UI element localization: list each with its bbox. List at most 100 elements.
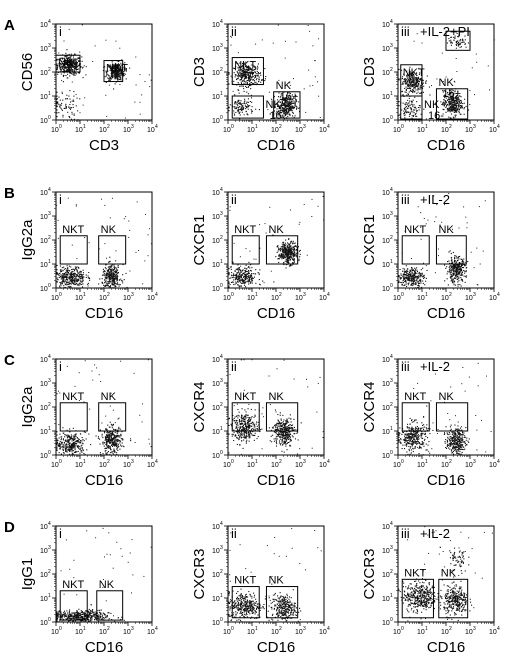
scatter-point bbox=[113, 64, 115, 66]
scatter-point bbox=[290, 103, 292, 105]
scatter-point bbox=[56, 98, 58, 100]
scatter-point bbox=[403, 78, 405, 80]
scatter-point bbox=[468, 109, 470, 111]
scatter-point bbox=[287, 249, 289, 251]
scatter-point bbox=[113, 279, 115, 281]
scatter-point bbox=[408, 79, 410, 81]
scatter-point bbox=[73, 59, 75, 61]
scatter-point bbox=[234, 76, 236, 78]
scatter-point bbox=[415, 115, 417, 117]
scatter-point bbox=[104, 287, 106, 289]
scatter-point bbox=[288, 247, 290, 249]
scatter-point bbox=[412, 83, 414, 85]
scatter-point bbox=[291, 105, 293, 107]
scatter-point bbox=[287, 245, 289, 247]
scatter-point bbox=[288, 255, 290, 257]
scatter-point bbox=[121, 70, 123, 72]
scatter-point bbox=[285, 255, 287, 257]
scatter-point bbox=[122, 75, 124, 77]
scatter-point bbox=[288, 102, 290, 104]
scatter-point bbox=[411, 78, 413, 80]
scatter-point bbox=[107, 276, 109, 278]
scatter-point bbox=[243, 114, 245, 116]
scatter-point bbox=[414, 86, 416, 88]
scatter-point bbox=[251, 278, 253, 280]
scatter-point bbox=[457, 99, 459, 101]
scatter-point bbox=[256, 77, 258, 79]
scatter-point bbox=[457, 44, 459, 46]
scatter-point bbox=[419, 105, 421, 107]
scatter-point bbox=[298, 223, 300, 225]
y-tick-label: 10 bbox=[212, 262, 220, 269]
scatter-point bbox=[63, 266, 65, 268]
scatter-point bbox=[64, 63, 66, 65]
scatter-point bbox=[421, 275, 423, 277]
scatter-point bbox=[461, 273, 463, 275]
scatter-point bbox=[398, 276, 400, 278]
scatter-point bbox=[282, 257, 284, 259]
scatter-point bbox=[457, 103, 459, 105]
scatter-point bbox=[290, 245, 292, 247]
scatter-point bbox=[117, 72, 119, 74]
scatter-point bbox=[249, 278, 251, 280]
scatter-point bbox=[409, 79, 411, 81]
scatter-point bbox=[455, 107, 457, 109]
scatter-point bbox=[242, 62, 244, 64]
scatter-point bbox=[62, 275, 64, 277]
scatter-point bbox=[240, 66, 242, 68]
scatter-point bbox=[289, 101, 291, 103]
gate-label-nkt: NKT bbox=[234, 60, 256, 72]
scatter-point bbox=[409, 105, 411, 107]
scatter-point bbox=[123, 72, 125, 74]
scatter-point bbox=[237, 269, 239, 271]
scatter-point bbox=[111, 264, 113, 266]
scatter-point bbox=[411, 277, 413, 279]
scatter-point bbox=[409, 100, 411, 102]
scatter-point bbox=[110, 273, 112, 275]
scatter-point bbox=[70, 56, 72, 58]
scatter-point bbox=[79, 270, 81, 272]
scatter-point bbox=[412, 85, 414, 87]
scatter-point bbox=[410, 72, 412, 74]
scatter-point bbox=[289, 84, 291, 86]
scatter-point bbox=[290, 255, 292, 257]
x-tick-label: 10 bbox=[51, 295, 59, 302]
scatter-point bbox=[235, 281, 237, 283]
scatter-point bbox=[71, 62, 73, 64]
scatter-point bbox=[59, 59, 61, 61]
scatter-point bbox=[61, 65, 63, 67]
scatter-point bbox=[107, 285, 109, 287]
scatter-point bbox=[413, 112, 415, 114]
scatter-point bbox=[405, 270, 407, 272]
scatter-point bbox=[255, 73, 257, 75]
scatter-point bbox=[241, 105, 243, 107]
scatter-point bbox=[248, 281, 250, 283]
scatter-point bbox=[254, 75, 256, 77]
scatter-point bbox=[261, 39, 263, 41]
scatter-point bbox=[57, 279, 59, 281]
scatter-point bbox=[417, 281, 419, 283]
scatter-point bbox=[234, 274, 236, 276]
scatter-point bbox=[252, 277, 254, 279]
scatter-point bbox=[240, 85, 242, 87]
scatter-point bbox=[414, 77, 416, 79]
scatter-point bbox=[273, 110, 275, 112]
scatter-point bbox=[291, 251, 293, 253]
scatter-point bbox=[441, 52, 443, 54]
scatter-point bbox=[70, 59, 72, 61]
scatter-point bbox=[113, 281, 115, 283]
scatter-point bbox=[76, 64, 78, 66]
scatter-point bbox=[456, 100, 458, 102]
scatter-point bbox=[404, 277, 406, 279]
scatter-point bbox=[72, 99, 74, 101]
scatter-point bbox=[247, 104, 249, 106]
scatter-point bbox=[288, 111, 290, 113]
scatter-point bbox=[244, 277, 246, 279]
scatter-point bbox=[113, 275, 115, 277]
scatter-point bbox=[448, 266, 450, 268]
scatter-point bbox=[409, 72, 411, 74]
scatter-point bbox=[71, 279, 73, 281]
scatter-point bbox=[242, 104, 244, 106]
scatter-point bbox=[234, 69, 236, 71]
scatter-point bbox=[65, 105, 67, 107]
